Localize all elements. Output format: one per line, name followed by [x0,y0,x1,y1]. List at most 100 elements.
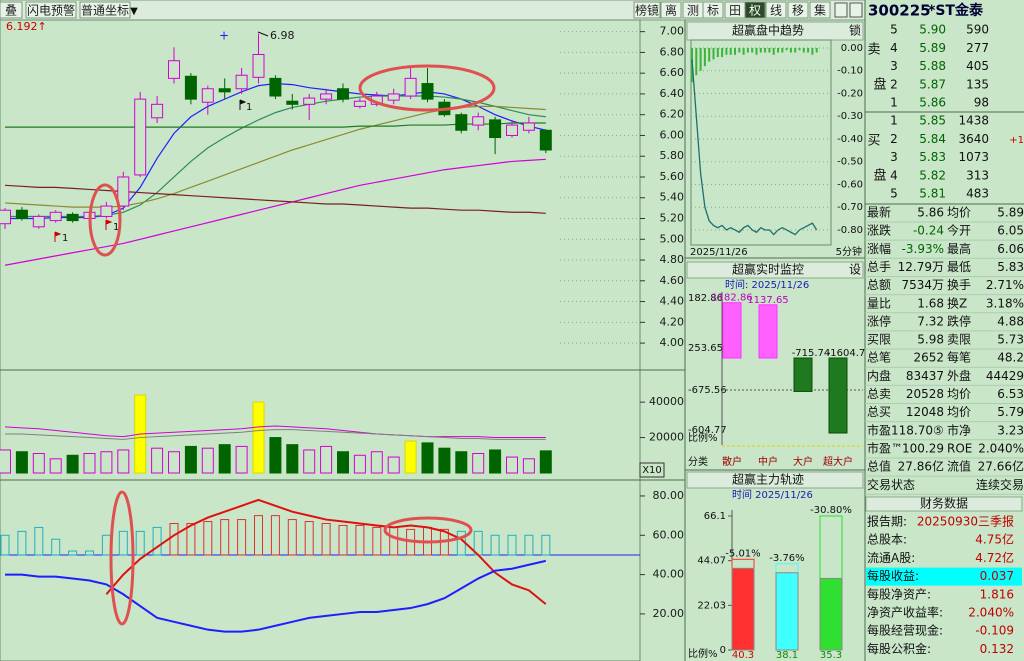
candle-body [32,215,45,228]
indicator-bar [490,534,500,556]
stat-label: 卖限 [947,333,971,347]
trend-bar [746,47,749,53]
stat-label: 内盘 [867,368,891,383]
stat-value: 连续交易 [976,477,1024,492]
panel-title: 超赢主力轨迹 [732,472,804,487]
y-tick-label: -0.40 [837,134,863,145]
lock-button[interactable]: 锁 [849,23,861,38]
toolbar-button[interactable]: 普通坐标 [81,4,129,18]
trend-bar [699,47,702,71]
book-price: 5.85 [919,114,946,128]
indicator-bar [338,524,348,556]
book-volume: 135 [966,77,989,91]
annotation-circle [88,183,122,257]
indicator-bar [355,524,365,556]
buy-label: 盘 [873,168,886,184]
trend-bar [742,47,745,55]
toolbar-button[interactable]: 标 [707,4,719,18]
ratio-label: -3.76% [769,553,804,564]
y-tick-label: 4.40 [660,295,685,308]
stat-label: 总笔 [867,350,891,365]
stat-label: 每笔 [947,350,971,365]
window-button[interactable] [834,2,848,18]
stat-value: 5.79 [997,405,1024,419]
indicator-bar [287,519,297,556]
stat-value: 1.68 [917,296,944,310]
volume-bar [320,445,333,474]
toolbar-button[interactable]: 移 [792,4,804,18]
volume-bar [472,453,485,474]
toolbar-button[interactable]: 线 [770,4,782,18]
volume-bar [151,447,164,474]
y-tick-label: 4.60 [660,274,685,287]
stat-value: 27.66亿 [978,459,1024,474]
toolbar-button[interactable]: 测 [687,4,699,18]
y-tick-label: 40000 [649,395,684,408]
y-tick-label: -0.50 [837,157,863,168]
book-price: 5.90 [919,23,946,37]
trend-bar [755,47,758,55]
volume-bar [117,449,130,474]
candle-body [337,88,349,100]
candle-body [66,213,79,222]
book-volume: 98 [974,96,989,110]
time-label: 时间 2025/11/26 [732,488,813,501]
book-price: 5.88 [919,59,946,73]
toolbar-button[interactable]: 榜镜 [635,3,659,18]
toolbar-button[interactable]: 田 [729,4,741,18]
toolbar-button[interactable]: 叠 [5,4,17,18]
signal-label: 1 [62,233,68,244]
y-tick-label: 5.00 [660,232,685,245]
toolbar-button[interactable]: 权 [749,4,761,18]
stat-value: 5.73 [997,333,1024,347]
y-tick-label: 6.80 [660,45,685,58]
toolbar-button[interactable]: 离 [665,3,677,18]
trend-bar [712,47,715,60]
volume-bar [235,445,248,474]
indicator-bar [34,526,44,556]
toolbar-button[interactable]: 闪电预警 [27,3,75,18]
panel-title: 超赢实时监控 [732,262,804,277]
stat-label: 均价 [947,206,971,220]
book-volume: 277 [966,41,989,55]
trend-bar [772,47,775,55]
scale-button-frame [639,462,665,478]
signal-flag [239,99,247,110]
indicator-bar [321,522,331,556]
panel-header [686,471,864,489]
finance-label: 每股经营现金: [867,623,943,638]
volume-bar [438,447,451,474]
force-bar [819,577,843,651]
indicator-bar [135,530,145,556]
trend-line [691,59,818,236]
marker: + [219,29,229,43]
finance-value: 0.037 [980,569,1014,583]
y-tick-label: -0.60 [837,179,863,190]
book-level: 3 [890,59,898,73]
trend-bar [695,47,698,76]
finance-label: 每股净资产: [867,586,931,601]
toolbar-button[interactable]: 集 [814,3,826,18]
book-volume: 3640 [958,132,989,146]
stat-label: 市盈™ [867,440,903,455]
trend-bar [802,47,805,53]
toolbar-button-frame [25,1,77,19]
candle-body [184,75,197,100]
stat-value: 5.83 [997,260,1024,274]
stat-label: 涨跌 [867,223,891,238]
stat-label: ROE [947,441,972,455]
axis-label: 182.86 [688,293,723,304]
volume-average-line [4,425,546,439]
window-button[interactable] [849,2,863,18]
book-price: 5.83 [919,150,946,164]
settings-button[interactable]: 设 [849,263,861,277]
y-tick-label: 60.00 [653,528,685,541]
trend-bar [734,47,736,55]
stat-value: 2.040% [978,441,1024,455]
book-price: 5.84 [919,132,946,146]
book-volume: 1438 [958,114,989,128]
y-tick-label: 5.80 [660,149,685,162]
stat-value: 44429 [986,369,1024,383]
scale-button[interactable]: X10 [642,465,662,476]
